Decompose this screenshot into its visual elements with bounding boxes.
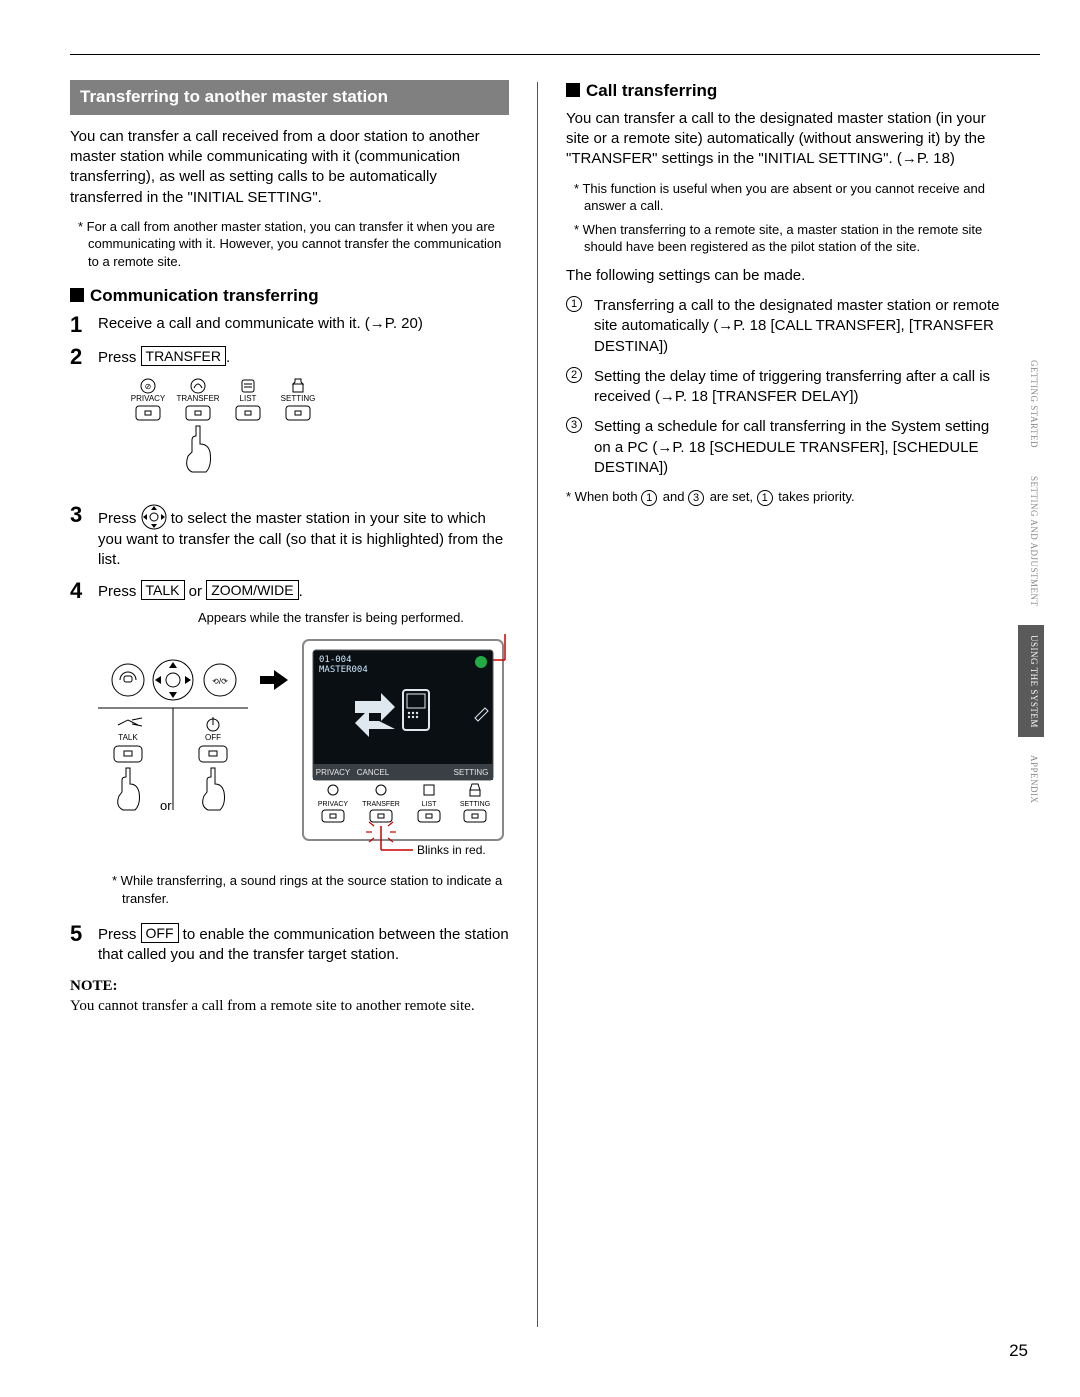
- step4-post: .: [299, 583, 303, 600]
- off-button-label: OFF: [141, 923, 179, 943]
- right-note-2-text: When transferring to a remote site, a ma…: [583, 222, 983, 255]
- setting-2: 2 Setting the delay time of triggering tr…: [566, 367, 1005, 408]
- svg-text:OFF: OFF: [205, 733, 221, 742]
- svg-text:SETTING: SETTING: [454, 768, 489, 777]
- subsection-head-text: Communication transferring: [90, 286, 319, 305]
- figure-device-and-screen: Appears while the transfer is being perf…: [98, 609, 518, 861]
- svg-text:PRIVACY: PRIVACY: [316, 768, 351, 777]
- priority-note: * When both 1 and 3 are set, 1 takes pri…: [566, 488, 1005, 506]
- setting-1: 1 Transferring a call to the designated m…: [566, 296, 1005, 357]
- step-1: 1 Receive a call and communicate with it…: [70, 314, 509, 336]
- svg-text:LIST: LIST: [240, 394, 257, 403]
- page-number: 25: [1009, 1340, 1028, 1363]
- right-column: Call transferring You can transfer a cal…: [566, 80, 1005, 1327]
- svg-text:MASTER004: MASTER004: [319, 665, 368, 675]
- pn-mid1: and: [659, 489, 688, 504]
- step-2: 2 Press TRANSFER. ⊘ PRIVACY: [70, 346, 509, 494]
- svg-text:PRIVACY: PRIVACY: [131, 394, 166, 403]
- circled-1-icon: 1: [566, 296, 582, 312]
- tab-getting-started[interactable]: GETTING STARTED: [1018, 350, 1044, 458]
- svg-text:PRIVACY: PRIVACY: [318, 801, 349, 808]
- subsection-head-communication: Communication transferring: [70, 285, 509, 308]
- settings-list: 1 Transferring a call to the designated m…: [566, 296, 1005, 478]
- intro-note-text: For a call from another master station, …: [87, 219, 502, 269]
- step-5: 5 Press OFF to enable the communication …: [70, 923, 509, 966]
- svg-text:TRANSFER: TRANSFER: [176, 394, 219, 403]
- step-number: 1: [70, 314, 88, 336]
- pn-post: takes priority.: [775, 489, 855, 504]
- intro-note: * For a call from another master station…: [70, 218, 509, 271]
- tab-using-system[interactable]: USING THE SYSTEM: [1018, 625, 1044, 738]
- setting-2-text: Setting the delay time of triggering tra…: [594, 367, 1005, 408]
- svg-text:01-004: 01-004: [319, 655, 352, 665]
- setting-3: 3 Setting a schedule for call transferrin…: [566, 417, 1005, 478]
- dpad-icon: [141, 504, 167, 530]
- column-divider: [537, 82, 538, 1327]
- right-note-1-text: This function is useful when you are abs…: [582, 181, 985, 214]
- svg-text:CANCEL: CANCEL: [357, 768, 390, 777]
- svg-text:⟲/⟳: ⟲/⟳: [212, 677, 228, 686]
- subsection-head-call: Call transferring: [566, 80, 1005, 103]
- step4-note: * While transferring, a sound rings at t…: [104, 872, 518, 907]
- top-rule: [70, 54, 1040, 55]
- steps-list: 1 Receive a call and communicate with it…: [70, 314, 509, 966]
- svg-text:SETTING: SETTING: [281, 394, 316, 403]
- svg-text:SETTING: SETTING: [460, 801, 490, 808]
- pn-mid2: are set,: [706, 489, 757, 504]
- step-number: 3: [70, 504, 88, 526]
- step-body: Press TRANSFER. ⊘ PRIVACY: [98, 346, 509, 494]
- step4-note-text: While transferring, a sound rings at the…: [121, 873, 503, 906]
- right-intro: You can transfer a call to the designate…: [566, 109, 1005, 170]
- side-tabs: GETTING STARTED SETTING AND ADJUSTMENT U…: [1018, 350, 1044, 814]
- step-number: 5: [70, 923, 88, 945]
- pn-pre: * When both: [566, 489, 641, 504]
- fig-caption-top: Appears while the transfer is being perf…: [198, 610, 464, 625]
- zoomwide-button-label: ZOOM/WIDE: [206, 580, 298, 600]
- square-bullet-icon: [566, 83, 580, 97]
- square-bullet-icon: [70, 288, 84, 302]
- tab-setting-adjustment[interactable]: SETTING AND ADJUSTMENT: [1018, 466, 1044, 617]
- transfer-button-label: TRANSFER: [141, 346, 226, 366]
- step-body: Press OFF to enable the communication be…: [98, 923, 509, 966]
- step-3: 3 Press to select the master station in …: [70, 504, 509, 571]
- settings-lead: The following settings can be made.: [566, 266, 1005, 286]
- intro-paragraph: You can transfer a call received from a …: [70, 127, 509, 208]
- circled-2-icon: 2: [566, 367, 582, 383]
- setting-3-text: Setting a schedule for call transferring…: [594, 417, 1005, 478]
- svg-text:TRANSFER: TRANSFER: [362, 801, 400, 808]
- step2-post: .: [226, 349, 230, 366]
- content-columns: Transferring to another master station Y…: [70, 80, 1005, 1327]
- step4-pre: Press: [98, 583, 141, 600]
- step5-pre: Press: [98, 926, 141, 943]
- step-4: 4 Press TALK or ZOOM/WIDE. Appears while…: [70, 580, 509, 913]
- tab-appendix[interactable]: APPENDIX: [1018, 745, 1044, 814]
- right-note-2: * When transferring to a remote site, a …: [566, 221, 1005, 256]
- step3-pre: Press: [98, 510, 141, 527]
- svg-text:or: or: [160, 798, 172, 813]
- left-column: Transferring to another master station Y…: [70, 80, 509, 1327]
- subsection-head-text: Call transferring: [586, 81, 717, 100]
- svg-text:⊘: ⊘: [145, 382, 152, 391]
- step-body: Receive a call and communicate with it. …: [98, 314, 509, 334]
- section-title-bar: Transferring to another master station: [70, 80, 509, 115]
- setting-1-text: Transferring a call to the designated ma…: [594, 296, 1005, 357]
- figure-button-row: ⊘ PRIVACY TRANSFER: [128, 376, 509, 486]
- right-note-1: * This function is useful when you are a…: [566, 180, 1005, 215]
- talk-button-label: TALK: [141, 580, 185, 600]
- step-body: Press TALK or ZOOM/WIDE. Appears while t…: [98, 580, 518, 913]
- note-label: NOTE:: [70, 976, 509, 996]
- svg-text:TALK: TALK: [118, 733, 138, 742]
- step2-pre: Press: [98, 349, 141, 366]
- step4-mid: or: [185, 583, 207, 600]
- circled-3-icon: 3: [688, 490, 704, 506]
- step-body: Press to select the master station in yo…: [98, 504, 509, 571]
- step-number: 4: [70, 580, 88, 602]
- step-number: 2: [70, 346, 88, 368]
- circled-1-icon: 1: [757, 490, 773, 506]
- svg-text:Blinks in red.: Blinks in red.: [417, 843, 486, 857]
- svg-text:LIST: LIST: [422, 801, 438, 808]
- circled-3-icon: 3: [566, 417, 582, 433]
- circled-1-icon: 1: [641, 490, 657, 506]
- note-text: You cannot transfer a call from a remote…: [70, 996, 509, 1016]
